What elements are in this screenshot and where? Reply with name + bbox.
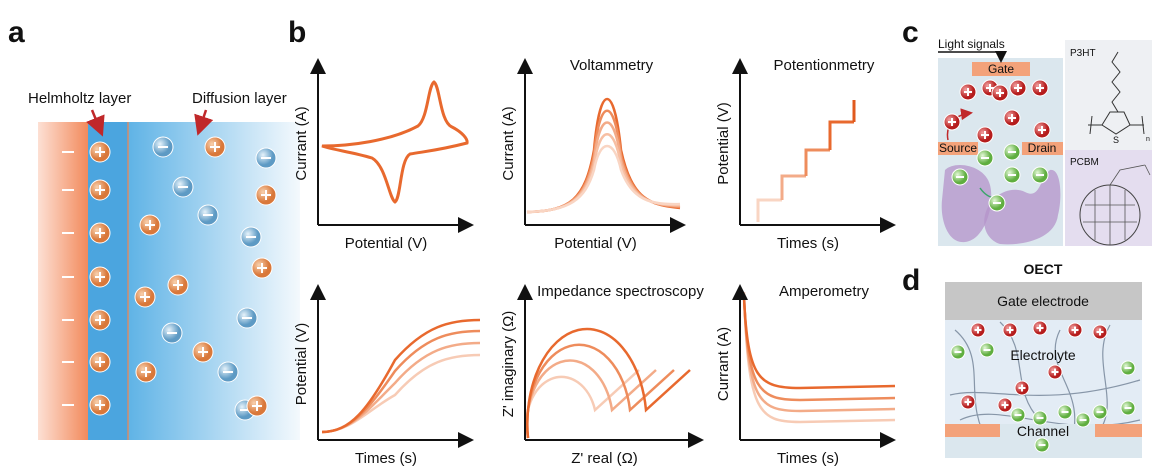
diffusion-layer: [128, 122, 300, 440]
light-label: Light signals: [938, 37, 1005, 51]
x-axis-label: Potential (V): [345, 235, 428, 252]
panel-label: c: [902, 16, 919, 49]
plot-title: Potentionmetry: [774, 57, 875, 74]
y-axis-label: Currant (A): [500, 106, 517, 180]
sulfur-label: S: [1113, 135, 1119, 145]
source-contact: [945, 424, 1000, 437]
voltammetry-curves: [526, 98, 681, 214]
cv-curve: [321, 80, 469, 204]
x-axis-label: Times (s): [777, 235, 839, 252]
axes: Potential (V) Currant (A) Potential (V) Cur…: [293, 57, 896, 467]
arrow: [86, 109, 105, 137]
potential-curves: [321, 318, 481, 434]
drain-contact: [1095, 424, 1142, 437]
pcbm-label: PCBM: [1070, 157, 1099, 168]
x-axis-label: Times (s): [355, 450, 417, 467]
plot-title: Impedance spectroscopy: [537, 283, 704, 300]
step: [828, 120, 854, 150]
panel-c: c Gate Source Drain Light signals P3HT S…: [902, 16, 1152, 246]
y-axis-label: Currant (A): [715, 327, 732, 401]
light-arrow: [938, 51, 1007, 63]
potentiometry-steps: [756, 100, 856, 222]
current-decay: [742, 297, 896, 390]
p3ht-label: P3HT: [1070, 48, 1096, 59]
source: [938, 142, 978, 155]
gate: [972, 62, 1030, 76]
ions: [62, 79, 1136, 453]
panel-b: b Potential (V) Currant (A) Potential (V) C…: [288, 16, 896, 467]
repeat-label: n: [1146, 136, 1150, 143]
step: [780, 174, 806, 200]
voltammogram: [526, 98, 681, 214]
electrolyte-label: Electrolyte: [1010, 347, 1076, 363]
gate-electrode: [945, 282, 1142, 320]
channel-label: Channel: [1017, 423, 1069, 439]
drain: [1022, 142, 1063, 155]
panel-label: d: [902, 264, 920, 297]
drain-label: Drain: [1028, 141, 1057, 155]
step: [756, 198, 782, 222]
x-axis-label: Z' real (Ω): [571, 450, 638, 467]
step: [804, 148, 830, 176]
plot-title: Voltammetry: [570, 57, 654, 74]
source-label: Source: [939, 141, 977, 155]
current-decay: [742, 295, 896, 402]
x-axis-label: Times (s): [777, 450, 839, 467]
panel-label: b: [288, 16, 306, 49]
polymer-domain: [984, 169, 1061, 245]
p3ht-box: [1065, 40, 1152, 150]
y-axis-label: Potential (V): [293, 323, 310, 406]
polymer-domain: [941, 165, 992, 243]
arrow: [194, 109, 214, 136]
y-axis-label: Potential (V): [715, 102, 732, 185]
potential-curve: [321, 353, 481, 434]
diffusion-label: Diffusion layer: [192, 90, 287, 107]
panel-d: d OECT Gate electrode Electrolyte Channe…: [902, 261, 1142, 458]
voltammogram: [526, 145, 681, 214]
potential-curve: [321, 318, 481, 434]
nyquist-curve: [526, 327, 691, 439]
panel-label: a: [8, 16, 25, 49]
gate-label: Gate: [988, 62, 1014, 76]
helmholtz-label: Helmholtz layer: [28, 90, 131, 107]
x-axis-label: Potential (V): [554, 235, 637, 252]
oect-title: OECT: [1024, 261, 1063, 277]
impedance-curves: [525, 327, 691, 439]
polymer-chains: [949, 321, 1141, 446]
nyquist-curve: [525, 343, 675, 439]
amperometry-curves: [742, 291, 896, 424]
p3ht-structure: [1088, 51, 1145, 135]
y-axis-label: Currant (A): [293, 106, 310, 180]
fullerene-lines: [1083, 164, 1151, 245]
plot-title: Amperometry: [779, 283, 870, 300]
electrode: [38, 122, 88, 440]
y-axis-label: Z' imaginary (Ω): [500, 311, 517, 418]
pcbm-box: [1065, 150, 1152, 246]
gate-electrode-label: Gate electrode: [997, 293, 1089, 309]
